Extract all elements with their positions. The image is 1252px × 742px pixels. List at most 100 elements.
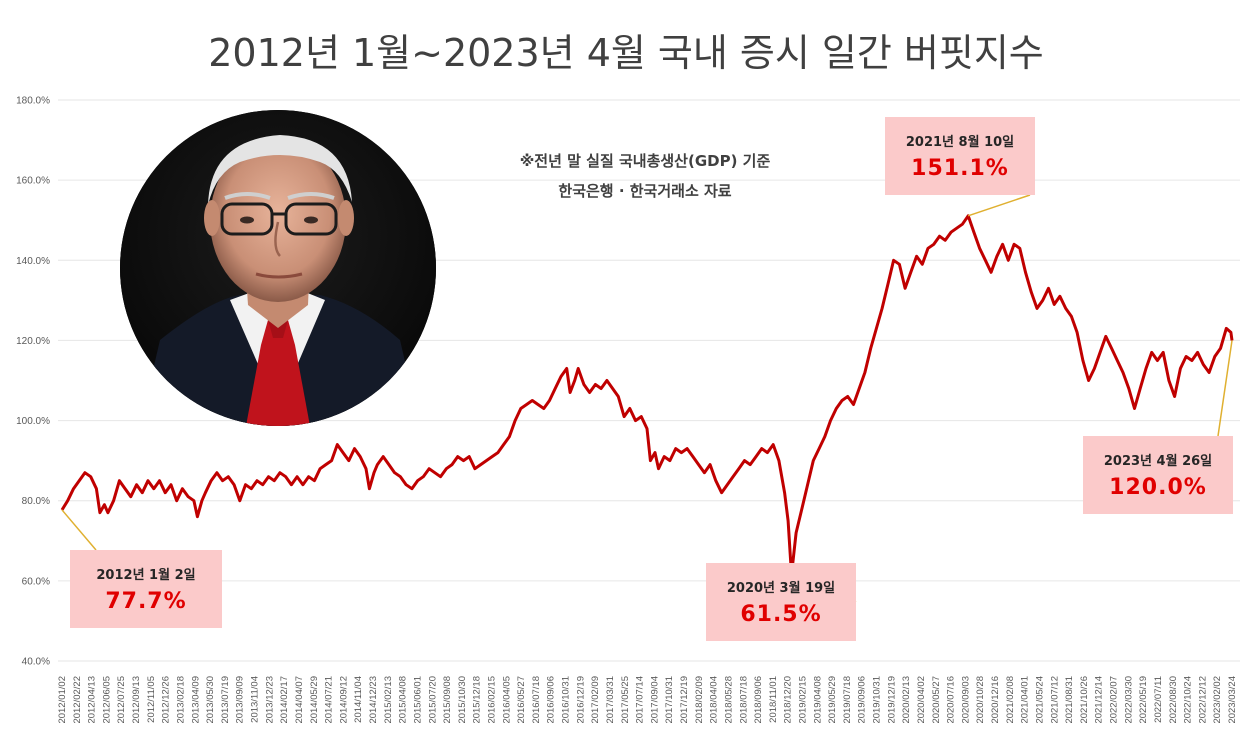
callout-leader-line [967, 194, 1031, 217]
x-tick-label: 2022/08/30 [1168, 676, 1179, 724]
x-tick-label: 2012/02/22 [72, 676, 83, 724]
y-tick-label: 140.0% [16, 256, 50, 267]
x-tick-label: 2014/04/07 [294, 676, 305, 724]
x-tick-label: 2019/04/08 [812, 676, 823, 724]
callout-date: 2020년 3월 19일 [726, 581, 836, 596]
x-tick-label: 2020/04/02 [916, 676, 927, 724]
y-tick-label: 100.0% [16, 416, 50, 427]
x-tick-label: 2019/09/06 [857, 676, 868, 724]
callout-date: 2012년 1월 2일 [96, 568, 196, 583]
x-tick-label: 2018/09/06 [753, 676, 764, 724]
callout-value: 151.1% [911, 156, 1009, 181]
x-tick-label: 2016/10/31 [561, 676, 572, 724]
x-tick-label: 2018/07/18 [738, 676, 749, 724]
x-tick-label: 2015/12/18 [472, 676, 483, 724]
callout-value: 61.5% [740, 602, 822, 627]
y-tick-label: 40.0% [22, 657, 50, 668]
x-tick-label: 2012/01/02 [57, 676, 68, 724]
x-tick-label: 2012/04/13 [87, 676, 98, 724]
x-tick-label: 2023/02/02 [1212, 676, 1223, 724]
x-tick-label: 2022/03/30 [1123, 676, 1134, 724]
x-tick-label: 2012/06/05 [101, 676, 112, 724]
x-tick-label: 2013/07/19 [220, 676, 231, 724]
x-tick-label: 2018/12/20 [783, 676, 794, 724]
x-tick-label: 2015/10/30 [457, 676, 468, 724]
x-tick-label: 2021/08/31 [1064, 676, 1075, 724]
callout-2021-peak: 2021년 8월 10일 151.1% [885, 117, 1035, 195]
x-tick-label: 2017/10/31 [664, 676, 675, 724]
x-tick-label: 2019/10/31 [872, 676, 883, 724]
x-tick-label: 2016/07/18 [531, 676, 542, 724]
x-tick-label: 2022/02/07 [1109, 676, 1120, 724]
x-tick-label: 2013/11/04 [250, 676, 261, 723]
x-tick-label: 2020/12/16 [990, 676, 1001, 724]
callout-value: 120.0% [1109, 475, 1207, 500]
x-tick-label: 2017/05/25 [620, 676, 631, 724]
y-tick-label: 60.0% [22, 576, 50, 587]
x-tick-label: 2022/05/19 [1138, 676, 1149, 724]
x-tick-label: 2014/02/17 [279, 676, 290, 724]
x-tick-label: 2012/09/13 [131, 676, 142, 724]
callout-2020-low: 2020년 3월 19일 61.5% [706, 563, 856, 641]
x-tick-label: 2014/05/29 [309, 676, 320, 724]
x-tick-label: 2015/04/08 [398, 676, 409, 724]
x-tick-label: 2013/04/09 [190, 676, 201, 724]
x-tick-label: 2014/07/21 [324, 676, 335, 724]
x-tick-label: 2016/09/06 [546, 676, 557, 724]
x-tick-label: 2015/06/01 [412, 676, 423, 724]
callout-date: 2021년 8월 10일 [905, 135, 1015, 150]
x-tick-label: 2016/04/05 [501, 676, 512, 724]
x-tick-label: 2016/12/19 [575, 676, 586, 724]
x-tick-label: 2020/09/03 [960, 676, 971, 724]
x-tick-label: 2015/09/08 [442, 676, 453, 724]
x-tick-label: 2013/05/30 [205, 676, 216, 724]
x-tick-label: 2023/03/24 [1227, 676, 1238, 724]
callout-value: 77.7% [105, 589, 187, 614]
x-tick-label: 2017/07/14 [635, 676, 646, 724]
x-tick-label: 2022/12/12 [1197, 676, 1208, 724]
note-line-gdp: ※전년 말 실질 국내총생산(GDP) 기준 [519, 152, 771, 170]
x-tick-label: 2020/10/28 [975, 676, 986, 724]
x-tick-label: 2013/02/18 [175, 676, 186, 724]
x-tick-label: 2018/04/04 [709, 676, 720, 724]
x-tick-label: 2017/02/09 [590, 676, 601, 724]
x-tick-label: 2020/02/13 [901, 676, 912, 724]
y-tick-label: 80.0% [22, 496, 50, 507]
x-tick-label: 2012/07/25 [116, 676, 127, 724]
x-tick-label: 2016/02/15 [486, 676, 497, 724]
buffett-index-line [60, 214, 1234, 577]
source-note: ※전년 말 실질 국내총생산(GDP) 기준 한국은행 · 한국거래소 자료 [440, 146, 850, 206]
x-tick-label: 2021/10/26 [1079, 676, 1090, 724]
x-tick-label: 2015/02/13 [383, 676, 394, 724]
x-tick-label: 2021/02/08 [1005, 676, 1016, 724]
x-tick-label: 2021/05/24 [1034, 676, 1045, 724]
x-tick-label: 2019/12/19 [886, 676, 897, 724]
note-line-source: 한국은행 · 한국거래소 자료 [558, 182, 732, 200]
callout-leader-line [1217, 340, 1233, 437]
x-tick-label: 2018/11/01 [768, 676, 779, 723]
x-tick-label: 2018/05/28 [723, 676, 734, 724]
portrait-photo [120, 110, 436, 426]
x-tick-label: 2020/07/16 [946, 676, 957, 724]
callout-2012-start: 2012년 1월 2일 77.7% [70, 550, 222, 628]
x-tick-label: 2022/10/24 [1183, 676, 1194, 724]
x-tick-label: 2013/09/09 [235, 676, 246, 724]
x-tick-label: 2016/05/27 [516, 676, 527, 724]
x-tick-label: 2015/07/20 [427, 676, 438, 724]
y-tick-label: 120.0% [16, 336, 50, 347]
x-tick-label: 2017/12/19 [679, 676, 690, 724]
callout-date: 2023년 4월 26일 [1103, 454, 1213, 469]
x-tick-label: 2020/05/27 [931, 676, 942, 724]
callout-2023-latest: 2023년 4월 26일 120.0% [1083, 436, 1233, 514]
portrait-illustration [120, 110, 436, 426]
x-tick-label: 2021/07/12 [1049, 676, 1060, 724]
x-tick-label: 2022/07/11 [1153, 676, 1164, 723]
x-tick-label: 2012/11/05 [146, 676, 157, 723]
x-tick-label: 2017/03/31 [605, 676, 616, 724]
x-tick-label: 2013/12/23 [264, 676, 275, 724]
x-tick-label: 2021/04/01 [1020, 676, 1031, 724]
x-tick-label: 2012/12/26 [161, 676, 172, 724]
x-tick-label: 2019/05/29 [827, 676, 838, 724]
y-tick-label: 160.0% [16, 176, 50, 187]
x-tick-label: 2017/09/04 [649, 676, 660, 724]
